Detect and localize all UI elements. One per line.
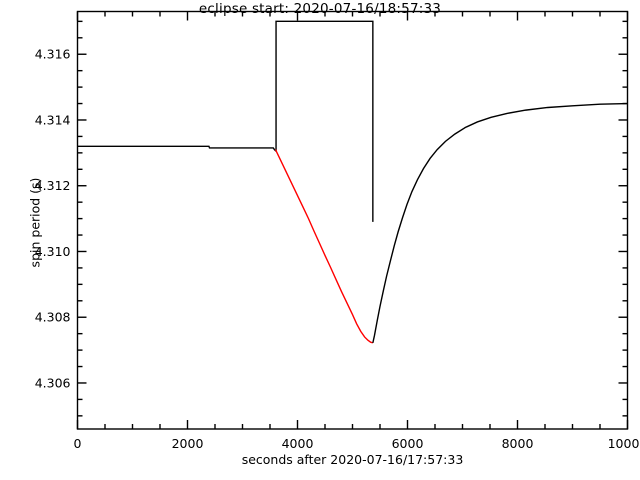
x-tick-label: 2000 xyxy=(172,436,204,451)
y-axis-label: spin period (s) xyxy=(27,177,43,268)
tick-label-group: 0 2000 4000 6000 8000 10000 4.306 4.308 4.310 4.3… xyxy=(35,47,640,451)
x-tick-label: 0 xyxy=(74,436,82,451)
y-tick-label: 4.314 xyxy=(35,112,71,127)
data-series-line xyxy=(275,20,374,222)
x-tick-label: 6000 xyxy=(392,436,424,451)
y-tick-label: 4.316 xyxy=(35,47,71,62)
data-series-line xyxy=(372,102,628,344)
minor-tick-marks xyxy=(77,11,628,429)
y-tick-label: 4.308 xyxy=(35,310,71,325)
y-tick-label: 4.306 xyxy=(35,375,71,390)
x-tick-label: 4000 xyxy=(282,436,314,451)
y-tick-label: 4.310 xyxy=(35,244,71,259)
plot-frame xyxy=(76,10,629,430)
y-tick-label: 4.312 xyxy=(35,178,71,193)
x-tick-label: 8000 xyxy=(502,436,534,451)
data-series-line xyxy=(274,149,374,344)
x-tick-label: 10000 xyxy=(608,436,640,451)
data-series-line xyxy=(77,145,277,152)
data-series-group xyxy=(77,20,628,344)
x-axis-label: seconds after 2020-07-16/17:57:33 xyxy=(241,452,464,467)
major-tick-marks xyxy=(76,11,629,429)
